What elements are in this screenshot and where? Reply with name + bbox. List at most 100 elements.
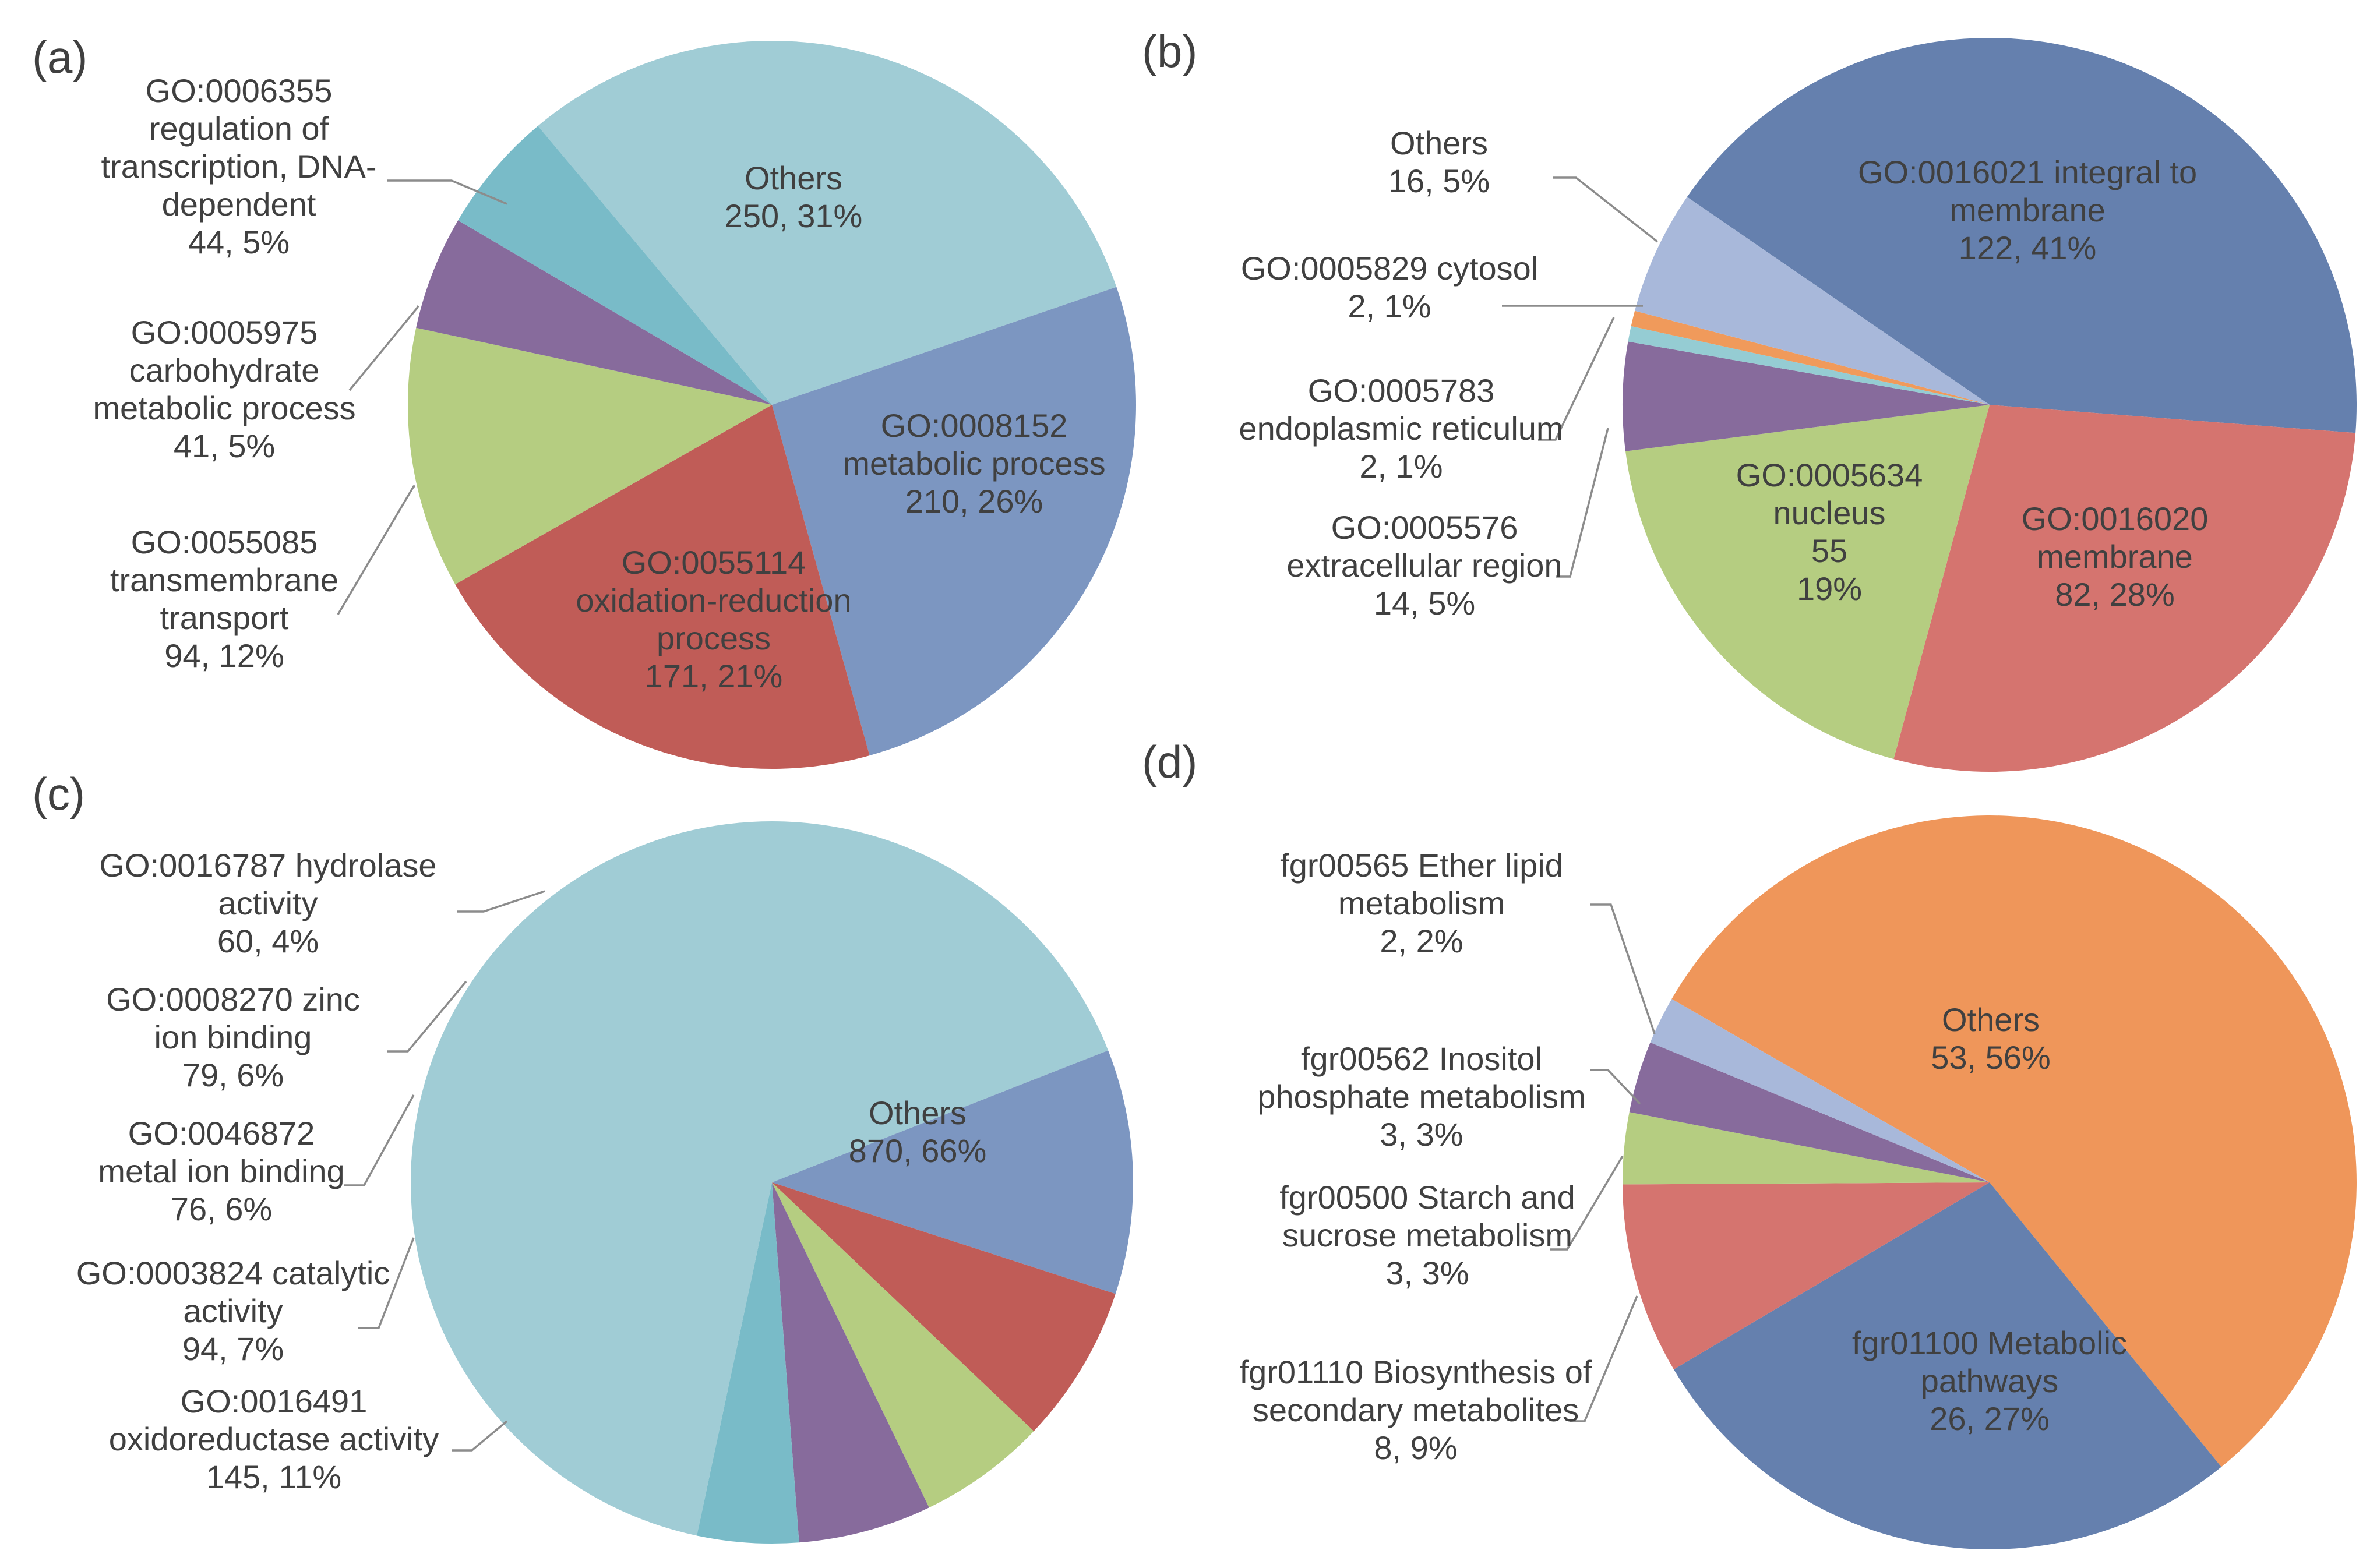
pie-a-leader-5 xyxy=(387,179,507,205)
pie-b-slice-4-label-line: 2, 1% xyxy=(1359,448,1443,485)
pie-b-slice-2-label-line: nucleus xyxy=(1773,495,1885,531)
pie-d-slice-3-label-line: fgr00500 Starch and xyxy=(1279,1179,1575,1216)
pie-c-slice-2-label-line: 94, 7% xyxy=(182,1330,284,1367)
pie-d-slice-0 xyxy=(1671,815,2357,1467)
pie-panel-a: (a) Others 250, 31%GO:0008152 metabolic pr… xyxy=(32,31,1136,769)
pie-c-slice-3-label-line: GO:0046872 xyxy=(128,1115,315,1152)
pie-c-leader-5 xyxy=(457,890,545,913)
pie-d-slice-4-label: fgr00562 Inositol phosphate metabolism 3, … xyxy=(1257,1040,1585,1153)
pie-a-slice-2-label: GO:0055114 oxidation-reduction process 171,… xyxy=(576,544,851,694)
pie-c-slice-4 xyxy=(772,1182,929,1543)
pie-a-slice-5-label-line: dependent xyxy=(162,186,316,223)
pie-c-slice-1-label-line: oxidoreductase activity xyxy=(109,1421,439,1457)
pie-a-slice-5-label: GO:0006355 regulation of transcription, DN… xyxy=(101,72,376,260)
pie-d-slice-0-label-line: Others xyxy=(1942,1001,2040,1038)
pie-c-slice-0-label-line: Others xyxy=(869,1094,967,1131)
pie-d-slice-2-label-line: 8, 9% xyxy=(1374,1429,1457,1466)
pie-b-slice-5-label-line: GO:0005829 cytosol xyxy=(1241,250,1539,287)
pie-a-slice-2-label-line: oxidation-reduction xyxy=(576,582,851,619)
panel-d-label: (d) xyxy=(1142,736,1197,787)
pie-c-leader-2 xyxy=(358,1237,415,1329)
pie-c-slice-3-label-line: 76, 6% xyxy=(171,1191,272,1227)
pie-c-slice-1-label-line: 145, 11% xyxy=(206,1458,341,1495)
pie-b-slice-4-label-line: GO:0005783 xyxy=(1308,372,1495,409)
pie-c-slice-1-label: GO:0016491 oxidoreductase activity 145, 11… xyxy=(109,1383,439,1495)
pie-a-slices xyxy=(408,41,1136,769)
pie-d-slice-5-label-line: fgr00565 Ether lipid xyxy=(1280,847,1563,884)
pie-d-slice-5 xyxy=(1650,999,1990,1182)
pie-b-slice-0-label-line: membrane xyxy=(1949,192,2106,228)
pie-a-slice-5 xyxy=(458,126,772,405)
pie-c-slice-4-label-line: GO:0008270 zinc xyxy=(106,981,360,1018)
pie-a-slice-3-label-line: transport xyxy=(160,599,289,636)
pie-b-leader-6 xyxy=(1553,176,1659,243)
pie-b-slice-2-label-line: 19% xyxy=(1797,570,1862,607)
pie-a-slice-4 xyxy=(416,220,772,405)
pie-d-slice-1-label: fgr01100 Metabolic pathways 26, 27% xyxy=(1852,1325,2127,1437)
pie-d-slice-5-label: fgr00565 Ether lipid metabolism 2, 2% xyxy=(1280,847,1563,959)
pie-d-slice-4-label-line: fgr00562 Inositol xyxy=(1301,1040,1542,1077)
pie-d-slice-2-label-line: fgr01110 Biosynthesis of xyxy=(1240,1354,1592,1390)
pie-d-slice-2 xyxy=(1623,1182,1990,1369)
pie-d-slice-0-label-line: 53, 56% xyxy=(1931,1039,2051,1076)
pie-b-slice-3-label-line: extracellular region xyxy=(1286,547,1562,584)
pie-d-slice-1-label-line: fgr01100 Metabolic xyxy=(1852,1325,2127,1361)
pie-c-slice-4-label-line: ion binding xyxy=(154,1019,312,1055)
pie-b-slice-0-label-line: GO:0016021 integral to xyxy=(1858,154,2197,190)
pie-b-slice-4-label-line: endoplasmic reticulum xyxy=(1239,410,1563,447)
pie-c-slices xyxy=(411,821,1134,1544)
pie-a-slice-2-label-line: GO:0055114 xyxy=(622,544,806,581)
pie-b-slice-6-label: Others 16, 5% xyxy=(1388,125,1490,199)
pie-d-slice-2-label-line: secondary metabolites xyxy=(1253,1392,1579,1428)
pie-a-slice-4-label-line: 41, 5% xyxy=(174,428,275,464)
pie-a-slice-4-label: GO:0005975 carbohydrate metabolic process 4… xyxy=(93,314,355,464)
pie-a-slice-0-label: Others 250, 31% xyxy=(725,160,863,234)
pie-c-slice-5-label-line: activity xyxy=(218,885,318,921)
pie-c-slice-3 xyxy=(772,1182,1034,1508)
pie-c-slice-2-label-line: activity xyxy=(183,1292,283,1329)
pie-a-slice-1-label: GO:0008152 metabolic process 210, 26% xyxy=(842,407,1105,520)
pie-c-slice-5-label: GO:0016787 hydrolase activity 60, 4% xyxy=(99,847,436,959)
pie-d-slice-3-label-line: sucrose metabolism xyxy=(1282,1217,1572,1253)
pie-c-slice-2 xyxy=(772,1182,1116,1432)
pie-b-slice-3-label: GO:0005576 extracellular region 14, 5% xyxy=(1286,509,1562,621)
pie-c-leader-1 xyxy=(452,1420,508,1452)
pie-a-slice-1-label-line: 210, 26% xyxy=(905,483,1043,520)
pie-a-slice-0-label-line: 250, 31% xyxy=(725,197,863,234)
pie-c-slice-1-label-line: GO:0016491 xyxy=(181,1383,368,1419)
pie-c-slice-4-label-line: 79, 6% xyxy=(182,1057,284,1093)
pie-a-slice-3 xyxy=(408,327,772,585)
pie-a-slice-3-label: GO:0055085 transmembrane transport 94, 12% xyxy=(110,524,338,674)
pie-d-slice-0-label: Others 53, 56% xyxy=(1931,1001,2051,1076)
pie-b-slice-5 xyxy=(1631,310,1990,405)
pie-d-slice-5-label-line: 2, 2% xyxy=(1380,923,1463,959)
pie-c-slice-2-label: GO:0003824 catalytic activity 94, 7% xyxy=(76,1255,390,1367)
pie-a-slice-4-label-line: metabolic process xyxy=(93,390,355,426)
pie-b-leader-3 xyxy=(1556,428,1609,578)
pie-a-slice-4-label-line: carbohydrate xyxy=(129,352,320,389)
pie-b-slice-0 xyxy=(1687,37,2357,433)
pie-d-slice-3 xyxy=(1623,1112,1990,1185)
pie-a-slice-3-label-line: GO:0055085 xyxy=(131,524,318,560)
pie-b-slice-1 xyxy=(1893,405,2356,772)
pie-b-slice-2 xyxy=(1625,405,1990,760)
panel-c-label: (c) xyxy=(32,768,85,820)
pie-b-leader-4 xyxy=(1538,317,1615,441)
pie-d-slice-4 xyxy=(1629,1042,1990,1182)
pie-b-slice-1-label-line: membrane xyxy=(2037,538,2193,575)
pie-a-slice-5-label-line: GO:0006355 xyxy=(146,72,333,109)
pie-b-slice-3-label-line: GO:0005576 xyxy=(1331,509,1518,546)
pie-d-slice-1 xyxy=(1673,1182,2221,1549)
pie-a-slice-1-label-line: GO:0008152 xyxy=(881,407,1068,444)
pie-c-slice-5-label-line: GO:0016787 hydrolase xyxy=(99,847,436,884)
pie-a-slice-1 xyxy=(772,287,1136,756)
panel-b-label: (b) xyxy=(1142,26,1197,77)
pie-b-slice-5-label-line: 2, 1% xyxy=(1348,288,1431,324)
pie-a-slice-3-label-line: 94, 12% xyxy=(164,637,284,674)
pie-d-leader-3 xyxy=(1550,1156,1624,1251)
pie-a-leader-4 xyxy=(348,305,419,391)
pie-a-slice-3-label-line: transmembrane xyxy=(110,561,338,598)
pie-panel-b: (b) GO:0016021 integral to membrane 122, 4… xyxy=(1142,26,2357,772)
pie-c-slice-5-label-line: 60, 4% xyxy=(217,923,319,959)
pie-b-slice-6-label-line: Others xyxy=(1390,125,1488,161)
